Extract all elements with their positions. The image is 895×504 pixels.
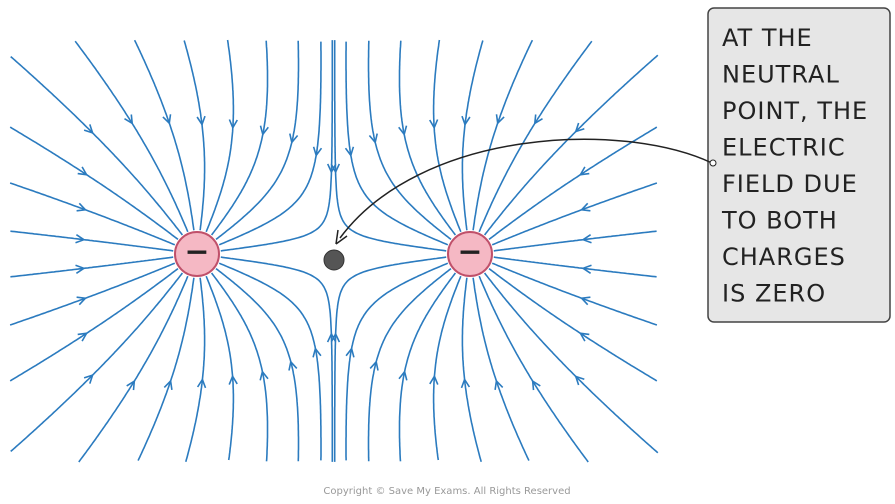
- field-line: [10, 183, 175, 245]
- field-line: [462, 278, 481, 462]
- field-line: [184, 41, 204, 231]
- field-line: [219, 42, 321, 245]
- field-line: [335, 40, 447, 251]
- charge-label: −: [457, 235, 482, 270]
- field-line: [335, 257, 447, 462]
- field-line: [206, 276, 233, 460]
- charge: −: [448, 232, 492, 276]
- field-arrow: [78, 167, 87, 175]
- field-line: [186, 278, 205, 462]
- field-line: [400, 41, 456, 235]
- field-line: [485, 273, 658, 453]
- callout-line: FIELD DUE: [722, 170, 858, 198]
- field-line: [138, 278, 194, 461]
- callout-line: ELECTRIC: [722, 134, 846, 162]
- field-line: [212, 41, 268, 235]
- field-line: [479, 41, 592, 232]
- field-line: [479, 276, 588, 462]
- diagram: − − AT THE NEUTRAL POINT, THE ELECTRIC FIELD…: [0, 0, 895, 504]
- field-line: [473, 40, 532, 230]
- field-arrow: [533, 381, 541, 390]
- field-line: [434, 276, 461, 460]
- callout-box: [708, 8, 890, 322]
- field-line: [10, 263, 175, 325]
- callout-line: AT THE: [722, 24, 813, 52]
- field-line: [473, 278, 529, 461]
- callout-line: NEUTRAL: [722, 61, 840, 89]
- field-line: [462, 41, 482, 231]
- field-line: [10, 269, 178, 381]
- field-arrow: [580, 167, 589, 175]
- field-line: [135, 40, 194, 230]
- field-arrow: [78, 333, 87, 341]
- charge: −: [175, 232, 219, 276]
- callout-line: TO BOTH: [721, 207, 838, 235]
- field-arrow: [127, 381, 135, 390]
- field-line: [75, 41, 188, 232]
- field-arrow: [580, 333, 589, 341]
- field-line: [489, 127, 657, 239]
- field-line: [434, 40, 461, 232]
- field-line: [492, 263, 657, 325]
- charge-label: −: [184, 235, 209, 270]
- callout-anchor: [710, 160, 716, 166]
- field-arrow: [125, 115, 133, 124]
- footer: Copyright © Save My Exams. All Rights Re…: [323, 486, 570, 497]
- field-line: [79, 276, 188, 462]
- callout-line: CHARGES: [722, 243, 846, 271]
- field-line: [206, 40, 233, 232]
- field-line: [400, 273, 456, 461]
- field-line: [489, 269, 657, 381]
- field-line: [212, 273, 268, 461]
- field-arrow: [535, 115, 543, 124]
- field-line: [11, 57, 183, 235]
- field-line: [221, 257, 332, 462]
- callout-line: POINT, THE: [722, 97, 868, 125]
- field-line: [221, 40, 332, 251]
- field-line: [10, 127, 178, 239]
- field-line: [492, 183, 657, 245]
- callout-line: IS ZERO: [722, 280, 826, 308]
- field-line: [219, 263, 321, 460]
- field-line: [346, 263, 448, 460]
- field-line: [11, 273, 183, 451]
- neutral-point: [324, 250, 344, 270]
